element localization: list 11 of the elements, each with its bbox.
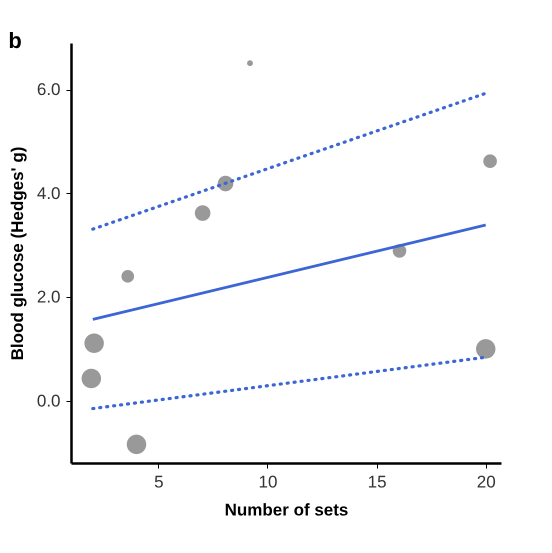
text: b	[8, 28, 22, 53]
y-tick-label: 2.0	[36, 288, 60, 307]
x-tick-label: 10	[258, 472, 278, 492]
x-tick-label: 20	[476, 472, 496, 492]
y-tick-label: 6.0	[36, 80, 60, 100]
y-axis-title: Blood glucose (Hedges' g)	[8, 146, 27, 360]
x-tick-label: 15	[368, 472, 387, 492]
y-tick-label: 0.0	[36, 391, 60, 410]
x-axis-title: Number of sets	[224, 500, 348, 520]
y-tick-label: 4.0	[36, 184, 60, 203]
x-tick-label: 5	[154, 472, 164, 492]
